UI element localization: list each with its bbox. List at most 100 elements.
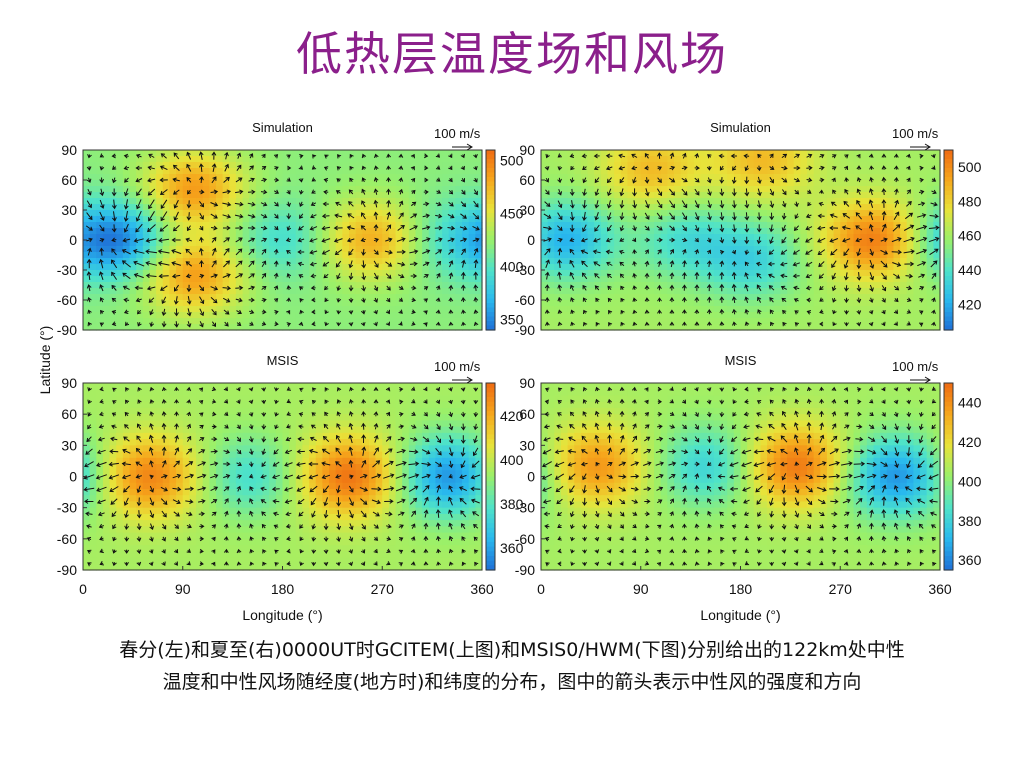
- heatmap-cell: [926, 162, 934, 169]
- wind-arrow: [830, 201, 837, 207]
- wind-arrow: [881, 165, 887, 170]
- heatmap-cell: [840, 156, 848, 163]
- heatmap-cell: [435, 246, 443, 253]
- heatmap-cell: [216, 294, 224, 301]
- heatmap-cell: [580, 306, 589, 313]
- heatmap-cell: [342, 300, 350, 307]
- heatmap-cell: [216, 156, 224, 163]
- heatmap-cell: [122, 407, 131, 415]
- heatmap-cell: [700, 216, 708, 223]
- heatmap-cell: [580, 300, 589, 307]
- scale-label: 100 m/s: [892, 126, 939, 141]
- heatmap-cell: [269, 294, 277, 301]
- heatmap-cell: [920, 258, 928, 265]
- heatmap-cell: [840, 300, 848, 307]
- wind-arrow: [819, 285, 824, 291]
- wind-arrow: [324, 154, 329, 159]
- heatmap-cell: [647, 168, 655, 175]
- heatmap-cell: [335, 270, 343, 277]
- heatmap-cell: [893, 156, 901, 163]
- heatmap-cell: [176, 240, 184, 247]
- heatmap-cell: [560, 228, 569, 235]
- heatmap-cell: [647, 180, 655, 187]
- colorbar-segment: [486, 271, 495, 277]
- wind-arrow: [111, 177, 117, 184]
- heatmap-cell: [574, 258, 582, 265]
- heatmap-cell: [122, 150, 131, 157]
- heatmap-cell: [667, 186, 675, 193]
- heatmap-cell: [860, 258, 868, 265]
- heatmap-cell: [229, 156, 237, 163]
- heatmap-cell: [109, 282, 117, 289]
- heatmap-cell: [607, 312, 615, 319]
- wind-arrow: [435, 309, 441, 314]
- heatmap-cell: [349, 222, 357, 229]
- heatmap-cell: [634, 192, 642, 199]
- heatmap-cell: [202, 150, 210, 157]
- heatmap-cell: [840, 246, 848, 253]
- heatmap-cell: [448, 162, 456, 169]
- heatmap-cell: [83, 520, 91, 527]
- wind-arrow: [881, 176, 887, 183]
- heatmap-cell: [826, 270, 835, 277]
- wind-arrow: [544, 297, 550, 303]
- heatmap-cell: [102, 426, 111, 434]
- wind-arrow: [299, 297, 304, 303]
- heatmap-cell: [142, 222, 151, 229]
- heatmap-cell: [793, 186, 801, 193]
- wind-arrow: [311, 297, 316, 303]
- heatmap-cell: [329, 216, 337, 223]
- heatmap-cell: [693, 156, 702, 163]
- heatmap-cell: [720, 246, 728, 253]
- heatmap-cell: [235, 204, 244, 211]
- y-tick-label: -60: [515, 292, 535, 308]
- heatmap-cell: [475, 312, 483, 319]
- wind-arrow: [619, 188, 625, 197]
- heatmap-cell: [282, 204, 290, 211]
- heatmap-cell: [83, 246, 91, 253]
- heatmap-cell: [269, 180, 277, 187]
- heatmap-cell: [136, 451, 144, 459]
- heatmap-cell: [674, 234, 682, 241]
- heatmap-cell: [567, 240, 575, 247]
- heatmap-cell: [567, 162, 575, 169]
- wind-arrow: [831, 272, 836, 280]
- heatmap-cell: [846, 168, 855, 175]
- heatmap-cell: [156, 312, 164, 319]
- heatmap-cell: [600, 294, 609, 301]
- heatmap-cell: [846, 198, 855, 205]
- heatmap-cell: [415, 258, 423, 265]
- wind-arrow: [99, 211, 105, 221]
- heatmap-cell: [375, 186, 383, 193]
- heatmap-cell: [587, 222, 595, 229]
- heatmap-cell: [687, 324, 695, 331]
- heatmap-cell: [780, 150, 788, 157]
- heatmap-cell: [408, 204, 417, 211]
- wind-arrow: [361, 165, 367, 170]
- heatmap-cell: [747, 246, 755, 253]
- heatmap-cell: [747, 318, 755, 325]
- wind-arrow: [336, 285, 342, 292]
- wind-arrow: [694, 165, 700, 171]
- heatmap-cell: [620, 240, 629, 247]
- heatmap-cell: [222, 186, 230, 193]
- heatmap-cell: [614, 270, 622, 277]
- heatmap-cell: [162, 186, 171, 193]
- heatmap-cell: [289, 282, 297, 289]
- heatmap-cell: [853, 324, 861, 331]
- heatmap-cell: [83, 457, 91, 465]
- wind-arrow: [310, 213, 317, 219]
- heatmap-cell: [169, 156, 177, 163]
- heatmap-cell: [541, 270, 549, 277]
- colorbar-segment: [486, 150, 495, 156]
- heatmap-cell: [382, 204, 390, 211]
- heatmap-cell: [906, 204, 914, 211]
- heatmap-cell: [667, 282, 675, 289]
- heatmap-cell: [893, 168, 901, 175]
- heatmap-cell: [893, 270, 901, 277]
- heatmap-cell: [541, 252, 549, 259]
- heatmap-cell: [547, 276, 555, 283]
- wind-arrow: [769, 236, 774, 245]
- heatmap-cell: [109, 174, 117, 181]
- wind-arrow: [185, 237, 192, 243]
